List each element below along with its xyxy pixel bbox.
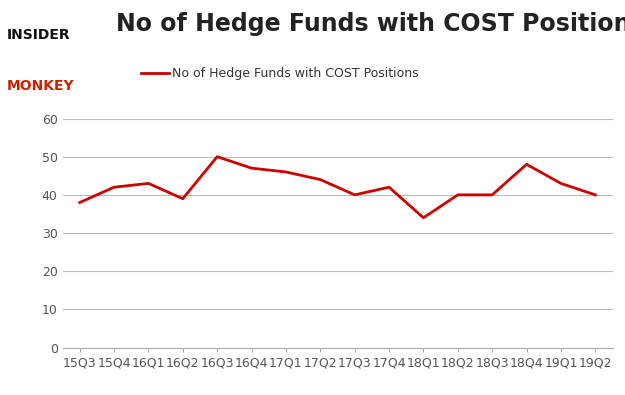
Text: INSIDER: INSIDER (6, 28, 70, 41)
Text: No of Hedge Funds with COST Positions: No of Hedge Funds with COST Positions (116, 12, 625, 36)
Text: No of Hedge Funds with COST Positions: No of Hedge Funds with COST Positions (172, 67, 419, 79)
Text: MONKEY: MONKEY (6, 79, 74, 93)
